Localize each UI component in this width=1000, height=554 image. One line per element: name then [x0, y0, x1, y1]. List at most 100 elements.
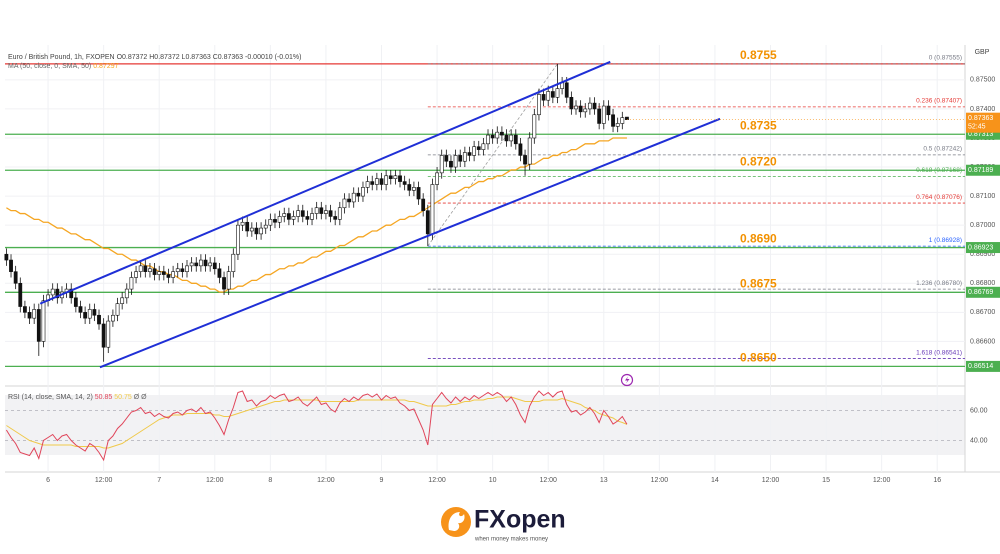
candle-body	[523, 155, 527, 165]
logo: FXopen when money makes money	[441, 506, 566, 543]
candle-body	[259, 227, 263, 235]
x-tick-label: 13	[600, 477, 608, 484]
rsi-extra: Ø Ø	[134, 394, 147, 401]
candle-body	[226, 271, 231, 290]
alert-icon	[620, 373, 634, 387]
candle-body	[18, 282, 23, 307]
candle-body	[592, 102, 597, 110]
candle-body	[152, 268, 157, 275]
candle-body	[365, 181, 370, 188]
candle-body	[611, 114, 615, 127]
fib-label: 1 (0.86928)	[929, 237, 962, 244]
level-annotation: 0.8690	[740, 232, 777, 246]
level-annotation: 0.8675	[740, 276, 777, 290]
candle-body	[583, 108, 588, 113]
candle-body	[300, 210, 305, 217]
logo-emblem-shape	[448, 512, 465, 531]
x-tick-label: 12:00	[317, 477, 335, 484]
candle-body	[73, 297, 78, 307]
candle-body	[374, 178, 379, 185]
candle-body	[384, 175, 389, 185]
x-tick-label: 14	[711, 477, 719, 484]
candle-body	[189, 262, 194, 267]
candle-body	[370, 181, 375, 185]
candle-body	[467, 152, 472, 156]
candle-body	[597, 108, 602, 124]
level-annotation: 0.8720	[740, 154, 777, 168]
candle-body	[291, 216, 296, 220]
y-tick-label: 0.87400	[970, 106, 995, 113]
candle-body	[148, 268, 152, 272]
candle-body	[532, 114, 537, 139]
channel-line	[99, 117, 721, 369]
candle-body	[421, 198, 426, 211]
level-annotation: 0.8650	[740, 351, 777, 365]
candle-body	[513, 134, 518, 145]
candle-body	[124, 288, 129, 299]
candle-body	[486, 134, 490, 145]
fib-label: 0.618 (0.87168)	[916, 167, 962, 174]
candle-body	[328, 210, 333, 217]
x-tick-label: 10	[489, 477, 497, 484]
candle-body	[222, 277, 226, 290]
rsi-band	[5, 395, 965, 455]
fib-label: 0 (0.87555)	[929, 55, 962, 62]
rsi-line	[5, 390, 628, 462]
x-tick-label: 12:00	[95, 477, 113, 484]
candle-body	[92, 309, 97, 316]
candle-body	[453, 155, 458, 168]
candle-body	[13, 271, 18, 284]
x-tick-label: 12:00	[651, 477, 669, 484]
level-annotation: 0.8735	[740, 118, 777, 132]
candle-body	[439, 155, 444, 174]
candle-body	[314, 207, 319, 214]
rsi-value: 50.85	[95, 394, 113, 401]
candle-body	[537, 94, 541, 116]
candle-body	[282, 213, 287, 217]
candle-body	[50, 288, 55, 296]
candle-body	[106, 320, 111, 348]
candle-body	[541, 94, 546, 101]
rsi-sma-value: 50.75	[114, 394, 132, 401]
ma-name: MA (50, close, 0, SMA, 50)	[8, 63, 91, 70]
y-tick-label: 0.87100	[970, 193, 995, 200]
candle-body	[615, 123, 620, 127]
candle-body	[476, 146, 481, 150]
candle-body	[101, 323, 106, 348]
candle-body	[120, 297, 125, 304]
candle-body	[481, 143, 486, 150]
x-tick-label: 12:00	[428, 477, 446, 484]
candle-body	[55, 288, 60, 299]
candle-body	[277, 216, 282, 223]
level-axis-box	[966, 360, 1000, 372]
candle-body	[412, 187, 416, 191]
candle-body	[129, 277, 134, 290]
rsi-sma-line	[6, 396, 628, 449]
candle-body	[606, 105, 611, 116]
candle-body	[180, 268, 185, 272]
candle-body	[472, 146, 477, 156]
candle-body	[342, 198, 347, 209]
candle-body	[337, 207, 342, 220]
y-tick-label: 0.86800	[970, 280, 995, 287]
candle-body	[416, 187, 421, 200]
candle-body	[347, 198, 351, 203]
candle-body	[504, 134, 509, 142]
level-axis-label: 0.87189	[968, 167, 993, 174]
candle-body	[268, 219, 273, 226]
x-tick-label: 9	[380, 477, 384, 484]
rsi-tick-label: 40.00	[970, 437, 988, 444]
candle-body	[208, 262, 213, 267]
candle-body	[263, 224, 268, 229]
candle-body	[462, 152, 467, 162]
candle-body	[32, 309, 37, 319]
candle-body	[569, 97, 574, 110]
rsi-legend: RSI (14, close, SMA, 14, 2) 50.85 50.75 …	[8, 394, 147, 401]
header-ohlc: O0.87372 H0.87372 L0.87363 C0.87363 -0.0…	[117, 54, 302, 61]
candle-body	[249, 227, 254, 232]
x-tick-label: 12:00	[873, 477, 891, 484]
x-tick-label: 12:00	[206, 477, 224, 484]
candle-body	[23, 306, 27, 313]
level-axis-box	[966, 128, 1000, 140]
candle-body	[500, 131, 504, 136]
